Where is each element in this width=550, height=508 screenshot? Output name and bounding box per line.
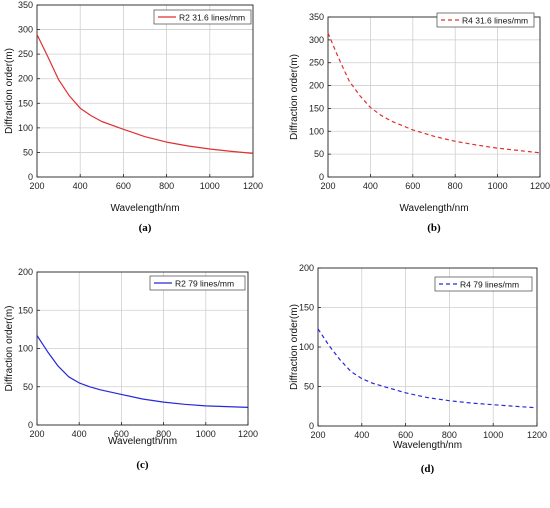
y-tick-label: 0 xyxy=(309,421,314,431)
panel-caption: (b) xyxy=(427,222,441,234)
y-tick-label: 0 xyxy=(28,172,33,182)
x-axis-label: Wavelength/nm xyxy=(393,440,462,451)
y-tick-label: 50 xyxy=(314,149,324,159)
series-line xyxy=(36,34,254,154)
x-tick-label: 1200 xyxy=(243,181,263,191)
y-tick-label: 0 xyxy=(28,420,33,430)
y-tick-label: 150 xyxy=(18,98,33,108)
x-tick-label: 400 xyxy=(72,429,87,439)
y-tick-label: 200 xyxy=(299,263,314,273)
x-tick-label: 200 xyxy=(310,430,325,440)
x-tick-label: 600 xyxy=(405,181,420,191)
x-tick-label: 1200 xyxy=(238,429,258,439)
legend-label: R2 79 lines/mm xyxy=(175,279,234,289)
y-tick-label: 50 xyxy=(304,382,314,392)
series-line xyxy=(36,335,249,408)
y-tick-label: 100 xyxy=(18,344,33,354)
x-tick-label: 600 xyxy=(114,429,129,439)
y-tick-label: 0 xyxy=(319,172,324,182)
y-axis-label: Diffraction order(m) xyxy=(289,54,300,140)
x-tick-label: 800 xyxy=(448,181,463,191)
y-tick-label: 100 xyxy=(299,342,314,352)
panel-3: 200 400 600 800 1000 1200 0 50 100 150 200 Waveleng… xyxy=(4,267,258,471)
legend-label: R2 31.6 lines/mm xyxy=(179,13,245,23)
x-tick-label: 400 xyxy=(73,181,88,191)
y-tick-label: 100 xyxy=(309,126,324,136)
x-axis-label: Wavelength/nm xyxy=(108,436,177,447)
y-tick-label: 350 xyxy=(309,12,324,22)
y-tick-label: 200 xyxy=(18,74,33,84)
legend-label: R4 31.6 lines/mm xyxy=(462,16,528,26)
x-axis-label: Wavelength/nm xyxy=(110,203,179,214)
x-tick-label: 200 xyxy=(320,181,335,191)
panel-4: 200 400 600 800 1000 1200 0 50 100 150 200 Waveleng… xyxy=(289,263,547,475)
legend-label: R4 79 lines/mm xyxy=(460,280,519,290)
legend-box xyxy=(434,276,533,292)
legend-box xyxy=(436,12,535,28)
y-tick-label: 200 xyxy=(18,267,33,277)
series-line xyxy=(327,32,541,154)
x-tick-label: 200 xyxy=(29,181,44,191)
plot-frame xyxy=(36,4,254,178)
panel-caption: (c) xyxy=(136,459,149,471)
x-tick-label: 600 xyxy=(398,430,413,440)
y-tick-label: 300 xyxy=(18,25,33,35)
y-tick-label: 350 xyxy=(18,0,33,10)
y-tick-label: 300 xyxy=(309,35,324,45)
x-axis-label: Wavelength/nm xyxy=(399,203,468,214)
x-tick-label: 600 xyxy=(116,181,131,191)
y-axis-label: Diffraction order(m) xyxy=(289,304,300,390)
x-tick-label: 800 xyxy=(442,430,457,440)
y-axis-label: Diffraction order(m) xyxy=(4,48,15,134)
y-tick-label: 100 xyxy=(18,123,33,133)
y-tick-label: 250 xyxy=(18,49,33,59)
panel-caption: (d) xyxy=(421,463,435,475)
y-tick-label: 150 xyxy=(299,303,314,313)
x-tick-label: 1000 xyxy=(196,429,216,439)
x-tick-label: 200 xyxy=(29,429,44,439)
x-tick-label: 1200 xyxy=(530,181,550,191)
legend-box xyxy=(149,275,246,291)
y-tick-label: 50 xyxy=(23,147,33,157)
x-tick-label: 1200 xyxy=(527,430,547,440)
x-tick-label: 400 xyxy=(354,430,369,440)
x-tick-label: 1000 xyxy=(488,181,508,191)
y-axis-label: Diffraction order(m) xyxy=(4,306,15,392)
y-tick-label: 150 xyxy=(18,305,33,315)
plot-frame xyxy=(327,16,541,178)
y-tick-label: 250 xyxy=(309,58,324,68)
x-tick-label: 1000 xyxy=(483,430,503,440)
y-tick-label: 150 xyxy=(309,103,324,113)
x-tick-label: 1000 xyxy=(200,181,220,191)
panel-caption: (a) xyxy=(139,222,152,234)
x-tick-label: 800 xyxy=(159,181,174,191)
panel-2: 200 400 600 800 1000 1200 0 50 100 150 200 250 300 35… xyxy=(289,12,550,234)
legend-box xyxy=(153,9,252,25)
panel-1: 200 400 600 800 1000 1200 0 50 100 150 200 250 300 35… xyxy=(4,0,263,234)
y-tick-label: 200 xyxy=(309,81,324,91)
y-tick-label: 50 xyxy=(23,382,33,392)
x-tick-label: 400 xyxy=(363,181,378,191)
x-tick-label: 800 xyxy=(156,429,171,439)
series-line xyxy=(317,328,538,409)
